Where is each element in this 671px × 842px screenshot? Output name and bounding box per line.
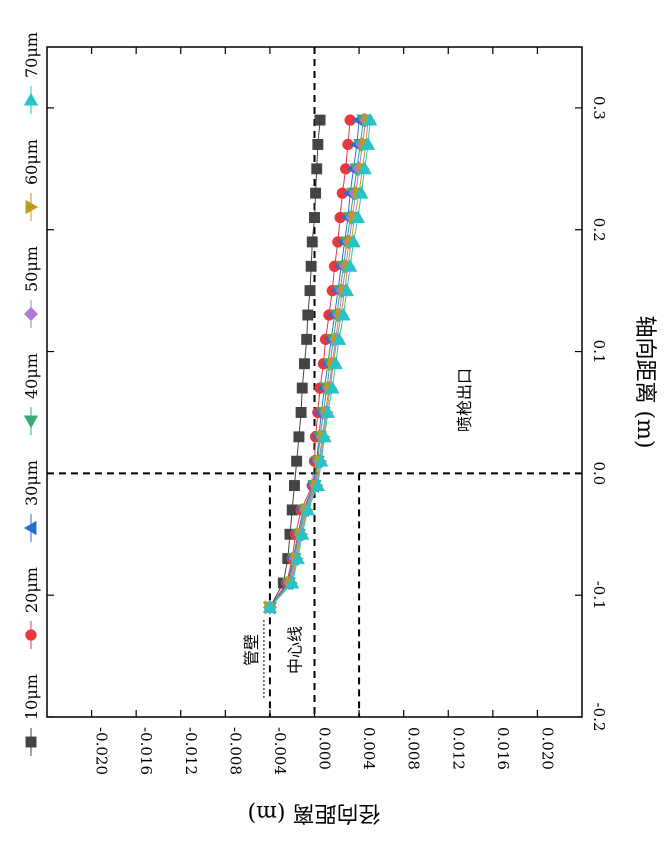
radial-tick-label: 0.012	[449, 727, 467, 770]
radial-tick-label: -0.020	[93, 727, 111, 775]
radial-tick-label: -0.016	[137, 727, 155, 775]
legend-marker	[25, 736, 37, 748]
axial-tick-label: 0.3	[590, 96, 608, 120]
legend-marker	[23, 306, 39, 322]
radial-tick-label: -0.012	[182, 727, 200, 775]
reference-line-label-0: 中心线	[286, 626, 305, 674]
radial-tick-label: 0.008	[405, 727, 423, 770]
legend-marker	[25, 629, 37, 641]
series-7-point	[336, 307, 351, 321]
reference-line-label-3: 喷枪出口	[455, 368, 474, 432]
legend-item-7: 70μm	[22, 32, 41, 114]
legend-marker	[23, 92, 39, 106]
legend-item-2: 20μm	[22, 567, 41, 649]
series-1-point	[305, 260, 317, 272]
axial-tick-label: -0.2	[590, 703, 608, 732]
legend-label: 10μm	[22, 674, 41, 720]
x-axis-label: 轴向距离 (m)	[632, 315, 657, 448]
series-7-point	[342, 259, 358, 272]
axial-tick-label: 0.1	[590, 340, 608, 364]
series-1-point	[295, 407, 307, 418]
series-1-point	[310, 187, 322, 199]
radial-tick-label: 0.020	[538, 727, 556, 770]
series-7-point	[331, 332, 347, 345]
series-2	[264, 114, 356, 614]
axial-tick-label: 0.2	[590, 218, 608, 242]
series-7-point	[313, 453, 329, 467]
series-1-point	[299, 358, 310, 370]
legend-label: 60μm	[22, 139, 41, 185]
series-1-point	[311, 163, 323, 175]
legend-marker	[23, 520, 37, 536]
radial-tick-label: -0.004	[271, 727, 289, 775]
reference-lines	[47, 47, 582, 717]
series-1-point	[304, 285, 316, 297]
series-1-point	[302, 309, 314, 321]
legend-item-4: 40μm	[22, 353, 41, 435]
series-7-point	[317, 429, 332, 443]
series-1-point	[288, 480, 300, 491]
legend-label: 30μm	[22, 460, 41, 506]
legend-item-5: 50μm	[22, 246, 41, 328]
legend-label: 70μm	[22, 32, 41, 78]
series-1-point	[312, 139, 324, 150]
reference-line-label-1: 管壁	[242, 634, 261, 666]
series-7-point	[310, 478, 326, 491]
radial-tick-label: 0.016	[494, 727, 512, 770]
y-axis-label: 径向距离 (m)	[247, 800, 380, 825]
series-1-point	[293, 431, 305, 443]
series-1-point	[301, 333, 313, 345]
series-7-point	[300, 502, 316, 516]
legend-label: 50μm	[22, 246, 41, 292]
radial-tick-label: -0.008	[226, 727, 244, 775]
series-7-point	[320, 405, 336, 418]
series-7-point	[262, 600, 278, 613]
series-7-point	[354, 185, 369, 199]
legend-marker	[23, 415, 39, 429]
series-7-point	[325, 380, 340, 394]
series-1-point	[314, 114, 326, 126]
series-7-point	[346, 234, 361, 248]
radial-tick-label: 0.000	[316, 727, 334, 770]
legend-label: 20μm	[22, 567, 41, 613]
series-layer	[262, 112, 378, 615]
series-1-point	[296, 382, 308, 394]
axis-ticks: -0.2 -0.1 0.0 0.1 0.2 0.3 -0.020 -0.016 -0.012 -0…	[47, 47, 608, 775]
legend-label: 40μm	[22, 353, 41, 399]
legend: 10μm 20μm 30μm 40μm 50μm 60μm 70μm	[22, 32, 41, 756]
series-7-point	[328, 356, 343, 370]
radial-tick-label: 0.004	[360, 727, 378, 770]
annotations: 中心线 管壁 喷枪出口	[242, 368, 474, 698]
axial-tick-label: 0.0	[590, 461, 608, 485]
series-7	[262, 112, 378, 613]
series-1-point	[306, 236, 318, 248]
series-7-point	[290, 551, 305, 565]
series-7-point	[357, 161, 372, 175]
axial-tick-label: -0.1	[590, 581, 608, 610]
series-7-point	[363, 112, 378, 126]
series-7-point	[360, 137, 376, 150]
legend-marker	[25, 199, 39, 215]
legend-item-6: 60μm	[22, 139, 41, 221]
series-7-point	[295, 527, 310, 540]
series-1-point	[309, 212, 320, 223]
series-7-point	[285, 575, 300, 589]
series-7-point	[339, 283, 355, 297]
legend-item-3: 30μm	[22, 460, 41, 542]
legend-item-1: 10μm	[22, 674, 41, 756]
series-1-point	[291, 455, 303, 467]
series-7-point	[350, 210, 366, 223]
